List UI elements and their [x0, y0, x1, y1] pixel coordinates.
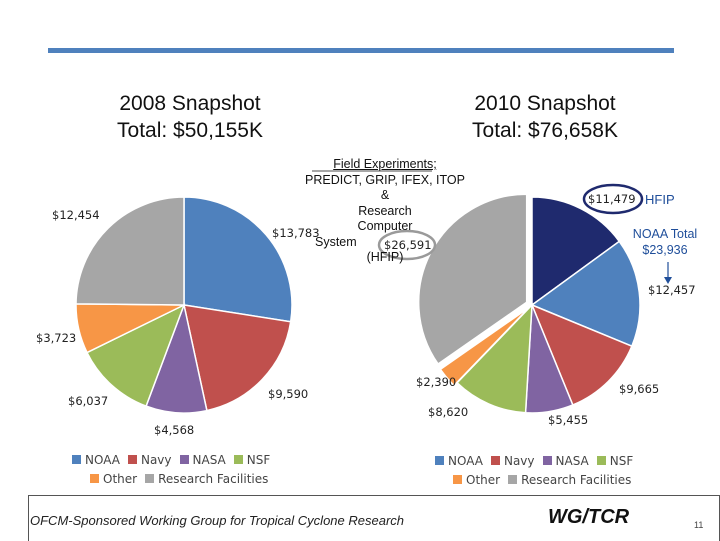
pie-slice-noaa	[530, 240, 641, 348]
legend-label-nsf: NSF	[609, 453, 634, 468]
legend-swatch-nsf	[233, 455, 243, 464]
pie-label-research: $12,454	[52, 208, 100, 222]
pie-slice-navy	[530, 303, 633, 406]
callout-highlights	[312, 170, 672, 284]
legend-swatch-nsf	[596, 456, 606, 465]
footer	[0, 495, 720, 540]
title-2010: 2010 Snapshot Total: $76,658K	[440, 90, 650, 144]
title-2008-line1: 2008 Snapshot	[119, 92, 261, 115]
legend-2008: NOAA Navy NASA NSF Other Research Facili…	[72, 450, 278, 488]
legend-item-noaa: NOAA	[435, 454, 483, 468]
pie-label-hfip: $11,479	[588, 192, 636, 206]
noaa-total-arrowhead	[664, 277, 672, 284]
legend-label-noaa: NOAA	[448, 453, 483, 468]
note-line6: System	[315, 234, 357, 249]
legend-label-other: Other	[466, 472, 501, 487]
legend-item-nasa: NASA	[542, 453, 589, 468]
legend-swatch-research	[508, 475, 518, 484]
pie-slice-nsf	[86, 303, 186, 408]
pie-label-nsf: $8,620	[428, 405, 468, 419]
legend-label-research: Research Facilities	[521, 472, 632, 487]
pie-slice-nsf	[456, 303, 533, 414]
noaa-total-callout: NOAA Total $23,936	[615, 226, 715, 258]
pie-label-nasa: $5,455	[548, 413, 588, 427]
legend-item-noaa: NOAA	[72, 453, 120, 467]
title-2010-line2: Total: $76,658K	[472, 119, 618, 142]
pie-label-research: $26,591	[384, 238, 432, 252]
pie-label-nsf: $6,037	[68, 394, 108, 408]
footer-logo: WG/TCR	[548, 506, 630, 528]
footer-text: OFCM-Sponsored Working Group for Tropica…	[30, 513, 405, 528]
legend-swatch-research	[145, 474, 155, 483]
pie-slice-other	[439, 306, 530, 387]
title-2008-line2: Total: $50,155K	[117, 119, 263, 142]
title-2010-line1: 2010 Snapshot	[474, 92, 616, 115]
pie-label-nasa: $4,568	[154, 423, 194, 437]
pie-2010: $11,479 $12,457 $9,665 $5,455 $8,620 $2,390 $2…	[384, 192, 696, 427]
legend-swatch-navy	[490, 456, 500, 465]
legend-item-research: Research Facilities	[508, 473, 631, 487]
legend-item-other: Other	[453, 473, 500, 487]
legend-label-navy: Navy	[503, 453, 535, 468]
pie-label-noaa: $13,783	[272, 226, 320, 240]
legend-swatch-other	[453, 475, 462, 484]
hfip-highlight-ellipse	[582, 183, 644, 215]
legend-item-navy: Navy	[490, 453, 535, 468]
pie-label-navy: $9,665	[619, 382, 659, 396]
field-experiments-note: Field Experiments; PREDICT, GRIP, IFEX, …	[300, 157, 470, 266]
legend-item-navy: Navy	[127, 452, 172, 467]
legend-swatch-other	[90, 474, 99, 483]
noaa-total-line1: NOAA Total	[632, 227, 698, 241]
legend-label-other: Other	[103, 471, 138, 486]
legend-label-noaa: NOAA	[85, 452, 120, 467]
pie-label-other: $2,390	[416, 375, 456, 389]
note-line5: Computer	[357, 219, 413, 233]
note-line2: PREDICT, GRIP, IFEX, ITOP	[305, 172, 465, 187]
legend-label-nasa: NASA	[555, 453, 589, 468]
hfip-callout-label: HFIP	[645, 192, 675, 207]
research-highlight-ellipse	[377, 229, 437, 261]
legend-swatch-navy	[127, 455, 137, 464]
pie-2008: $13,783 $9,590 $4,568 $6,037 $3,723 $12,454	[36, 196, 320, 437]
pie-slice-navy	[183, 304, 292, 412]
pie-label-other: $3,723	[36, 331, 76, 345]
noaa-total-line2: $23,936	[642, 243, 688, 257]
header-rule	[48, 48, 674, 53]
legend-label-research: Research Facilities	[158, 471, 269, 486]
legend-item-research: Research Facilities	[145, 472, 268, 486]
legend-item-other: Other	[90, 472, 137, 486]
pie-slice-hfip	[531, 196, 621, 307]
title-2008: 2008 Snapshot Total: $50,155K	[85, 90, 295, 144]
pie-label-navy: $9,590	[268, 387, 308, 401]
legend-swatch-nasa	[542, 456, 552, 465]
legend-label-nsf: NSF	[246, 452, 271, 467]
legend-swatch-noaa	[435, 456, 444, 465]
note-line7: (HFIP)	[366, 250, 404, 264]
legend-item-nsf: NSF	[596, 453, 634, 468]
legend-swatch-nasa	[179, 455, 189, 464]
pie-slice-research	[75, 196, 185, 306]
legend-label-navy: Navy	[140, 452, 172, 467]
legend-2010: NOAA Navy NASA NSF Other Research Facili…	[435, 451, 641, 489]
note-line3: &	[380, 188, 390, 202]
pie-slice-noaa	[183, 196, 293, 323]
legend-label-nasa: NASA	[192, 452, 226, 467]
legend-item-nsf: NSF	[233, 452, 271, 467]
legend-item-nasa: NASA	[179, 452, 226, 467]
note-line1: Field Experiments;	[333, 157, 437, 171]
legend-swatch-noaa	[72, 455, 81, 464]
note-line4: Research	[358, 203, 412, 218]
page-number: 11	[694, 520, 704, 530]
pie-label-noaa: $12,457	[648, 283, 696, 297]
